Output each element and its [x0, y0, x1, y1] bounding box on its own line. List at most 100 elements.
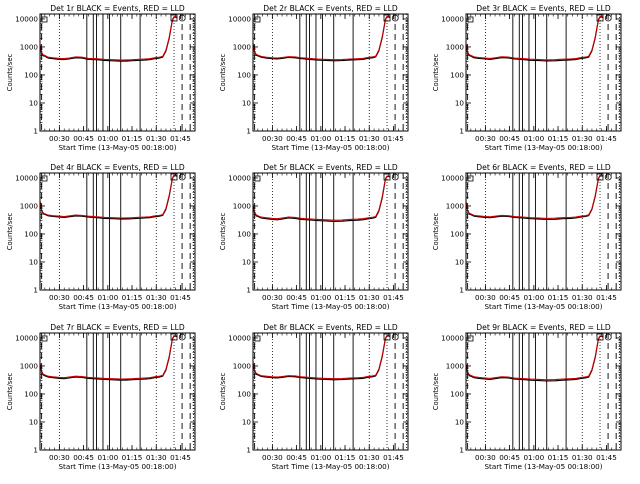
x-tick-label: 01:30: [146, 293, 167, 302]
x-tick-label: 00:30: [49, 134, 70, 143]
x-tick-label: 00:30: [262, 293, 283, 302]
detector-panel-3: Det 3r BLACK = Events, RED = LLD 1 10 100 10…: [432, 4, 622, 152]
panel-title: Det 1r BLACK = Events, RED = LLD: [50, 4, 185, 13]
end-marker-square: [170, 333, 178, 341]
x-tick-label: 01:45: [596, 134, 617, 143]
x-tick-label: 00:30: [475, 293, 496, 302]
end-marker-circle: [391, 173, 399, 181]
panel-title: Det 7r BLACK = Events, RED = LLD: [50, 323, 185, 332]
y-tick-label: 1: [459, 446, 464, 455]
x-axis-label: Start Time (13-May-05 00:18:00): [484, 143, 602, 152]
y-tick-label: 1: [33, 446, 38, 455]
y-tick-label: 100: [450, 229, 464, 238]
y-tick-label: 100: [24, 389, 38, 398]
x-tick-label: 01:15: [548, 134, 569, 143]
y-tick-label: 1: [246, 127, 251, 136]
end-marker-square: [170, 173, 178, 181]
y-tick-label: 10000: [441, 333, 464, 342]
x-axis-label: Start Time (13-May-05 00:18:00): [484, 462, 602, 471]
series-line-lld: [252, 15, 391, 61]
detector-panel-6: Det 6r BLACK = Events, RED = LLD 1 10 100 10…: [432, 163, 622, 311]
y-tick-label: 10000: [441, 173, 464, 182]
end-marker-square: [596, 173, 604, 181]
x-tick-label: 01:30: [146, 134, 167, 143]
x-tick-label: 00:30: [475, 134, 496, 143]
series-line-lld: [252, 334, 391, 380]
plot-frame: [465, 13, 622, 132]
corner-marker-square: [467, 335, 474, 342]
y-axis-label: Counts/sec: [432, 373, 440, 411]
x-axis-label: Start Time (13-May-05 00:18:00): [58, 462, 176, 471]
y-tick-label: 10000: [228, 333, 251, 342]
x-tick-label: 01:15: [335, 293, 356, 302]
y-tick-label: 10000: [15, 333, 38, 342]
x-axis-label: Start Time (13-May-05 00:18:00): [484, 302, 602, 311]
y-tick-label: 10: [29, 417, 39, 426]
y-tick-label: 10000: [441, 14, 464, 23]
plot-frame: [465, 172, 622, 291]
y-tick-label: 1000: [233, 42, 252, 51]
y-tick-label: 10: [29, 98, 39, 107]
x-tick-label: 01:30: [359, 134, 380, 143]
x-tick-label: 00:45: [73, 134, 94, 143]
x-tick-label: 01:15: [122, 453, 143, 462]
end-marker-square: [383, 14, 391, 22]
x-tick-label: 01:30: [572, 293, 593, 302]
x-axis-label: Start Time (13-May-05 00:18:00): [271, 143, 389, 152]
y-tick-label: 10: [242, 98, 252, 107]
x-axis-label: Start Time (13-May-05 00:18:00): [58, 302, 176, 311]
panel-title: Det 2r BLACK = Events, RED = LLD: [263, 4, 398, 13]
series-line-lld: [39, 16, 178, 61]
y-axis-label: Counts/sec: [219, 54, 227, 92]
x-tick-label: 00:30: [262, 453, 283, 462]
y-tick-label: 100: [237, 229, 251, 238]
detector-panel-9: Det 9r BLACK = Events, RED = LLD 1 10 100 10…: [432, 323, 622, 471]
x-tick-label: 01:00: [310, 453, 331, 462]
plot-frame: [39, 13, 196, 132]
y-tick-label: 10: [29, 257, 39, 266]
y-tick-label: 1000: [233, 361, 252, 370]
y-axis-label: Counts/sec: [432, 54, 440, 92]
corner-marker-square: [467, 175, 474, 182]
x-tick-label: 00:30: [49, 293, 70, 302]
x-tick-label: 01:30: [572, 134, 593, 143]
detector-panel-7: Det 7r BLACK = Events, RED = LLD 1 10 100 10…: [6, 323, 196, 471]
plot-frame: [252, 172, 409, 291]
end-marker-square: [596, 14, 604, 22]
corner-marker-square: [254, 335, 261, 342]
y-tick-label: 10: [455, 417, 465, 426]
x-tick-label: 01:00: [523, 453, 544, 462]
y-tick-label: 100: [450, 389, 464, 398]
series-line-lld: [39, 174, 178, 219]
x-tick-label: 00:45: [286, 134, 307, 143]
detector-panel-2: Det 2r BLACK = Events, RED = LLD 1 10 100 10…: [219, 4, 409, 152]
x-axis-label: Start Time (13-May-05 00:18:00): [271, 462, 389, 471]
y-tick-label: 1000: [446, 201, 465, 210]
x-tick-label: 01:45: [596, 293, 617, 302]
detector-panel-8: Det 8r BLACK = Events, RED = LLD 1 10 100 10…: [219, 323, 409, 471]
y-tick-label: 10000: [15, 14, 38, 23]
x-tick-label: 01:00: [97, 293, 118, 302]
x-tick-label: 01:45: [170, 134, 191, 143]
corner-marker-square: [41, 335, 48, 342]
detector-panel-5: Det 5r BLACK = Events, RED = LLD 1 10 100 10…: [219, 163, 409, 311]
y-axis-label: Counts/sec: [432, 213, 440, 251]
y-axis-label: Counts/sec: [6, 54, 14, 92]
y-tick-label: 1000: [233, 201, 252, 210]
y-tick-label: 100: [450, 70, 464, 79]
end-marker-circle: [604, 14, 612, 22]
x-tick-label: 01:15: [548, 293, 569, 302]
series-line-events: [252, 176, 391, 222]
series-line-lld: [39, 335, 178, 380]
x-tick-label: 00:30: [475, 453, 496, 462]
x-tick-label: 00:45: [73, 453, 94, 462]
x-tick-label: 00:30: [262, 134, 283, 143]
end-marker-circle: [604, 333, 612, 341]
plot-frame: [39, 332, 196, 451]
x-tick-label: 01:00: [310, 134, 331, 143]
panel-title: Det 9r BLACK = Events, RED = LLD: [476, 323, 611, 332]
series-line-lld: [252, 175, 391, 221]
corner-marker-square: [41, 16, 48, 23]
y-tick-label: 100: [24, 229, 38, 238]
